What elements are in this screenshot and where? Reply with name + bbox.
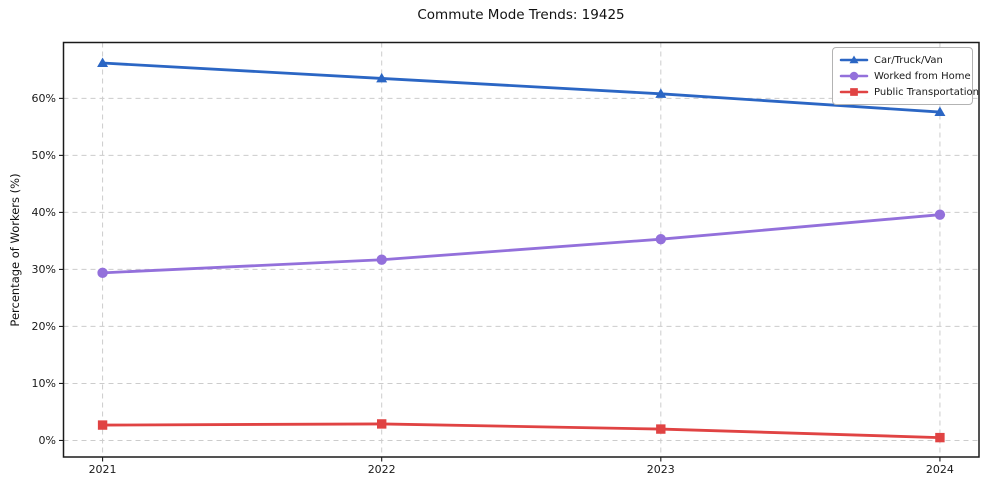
data-point-marker: [655, 88, 667, 98]
legend: Car/Truck/Van Worked from Home Public Tr…: [832, 47, 979, 105]
data-point-marker: [376, 254, 387, 265]
x-tick-label: 2021: [88, 463, 117, 476]
data-point-marker: [376, 72, 388, 83]
data-point-marker: [97, 267, 108, 279]
data-point-marker: [935, 432, 945, 443]
data-point-marker: [655, 234, 667, 245]
y-tick-label: 40%: [31, 205, 56, 219]
x-tick-label: 2022: [367, 463, 396, 476]
data-point-marker: [934, 106, 946, 117]
y-tick-label: 50%: [31, 148, 56, 162]
data-point-marker: [849, 55, 859, 64]
series-line-public-transportation: [101, 422, 942, 440]
legend-sample-car-truck-van-icon: [839, 55, 869, 64]
y-tick-label: 20%: [31, 319, 56, 333]
data-point-marker: [850, 88, 858, 96]
data-point-marker: [376, 419, 387, 429]
legend-item-public-transportation: Public Transportation: [839, 84, 979, 100]
x-tick-label: 2024: [925, 463, 954, 476]
series-line-worked-from-home: [101, 213, 942, 275]
y-tick-label: 60%: [31, 91, 56, 105]
series-line-car-truck-van: [101, 61, 942, 114]
legend-sample-worked-from-home-icon: [839, 71, 869, 81]
legend-label-worked-from-home: Worked from Home: [874, 70, 971, 82]
legend-item-car-truck-van: Car/Truck/Van: [839, 52, 966, 68]
axes-spines: [62, 41, 980, 458]
data-point-marker: [97, 57, 109, 68]
y-axis-label: Percentage of Workers (%): [8, 173, 22, 327]
y-tick-label: 10%: [31, 376, 56, 390]
legend-label-car-truck-van: Car/Truck/Van: [874, 54, 943, 66]
y-tick-label: 0%: [38, 433, 56, 447]
chart-title: Commute Mode Trends: 19425: [417, 7, 625, 23]
legend-label-public-transportation: Public Transportation: [874, 86, 979, 98]
data-point-marker: [656, 424, 666, 434]
data-point-marker: [934, 209, 946, 220]
y-tick-label: 30%: [31, 262, 56, 276]
data-point-marker: [849, 71, 859, 81]
data-point-marker: [97, 420, 108, 430]
legend-item-worked-from-home: Worked from Home: [839, 68, 971, 84]
x-tick-label: 2023: [646, 463, 675, 476]
legend-sample-public-transportation-icon: [839, 88, 869, 96]
